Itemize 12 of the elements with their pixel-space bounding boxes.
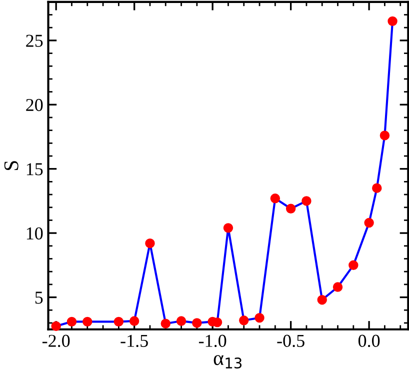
y-axis-title: S <box>4 161 18 170</box>
x-axis-title: α$_{13}$ <box>214 355 242 369</box>
x-tick-label: 0.0 <box>358 334 380 348</box>
y-tick-label: 10 <box>26 227 43 240</box>
y-tick-label: 15 <box>26 163 43 176</box>
x-tick-label: -1.0 <box>198 334 226 348</box>
x-tick-label: -1.5 <box>120 334 148 348</box>
y-tick-label: 20 <box>26 98 43 112</box>
x-tick-label: -0.5 <box>277 334 304 348</box>
x-tick-label: -2.0 <box>42 334 70 348</box>
y-tick-label: 25 <box>26 34 43 47</box>
y-tick-label: 5 <box>35 292 43 304</box>
